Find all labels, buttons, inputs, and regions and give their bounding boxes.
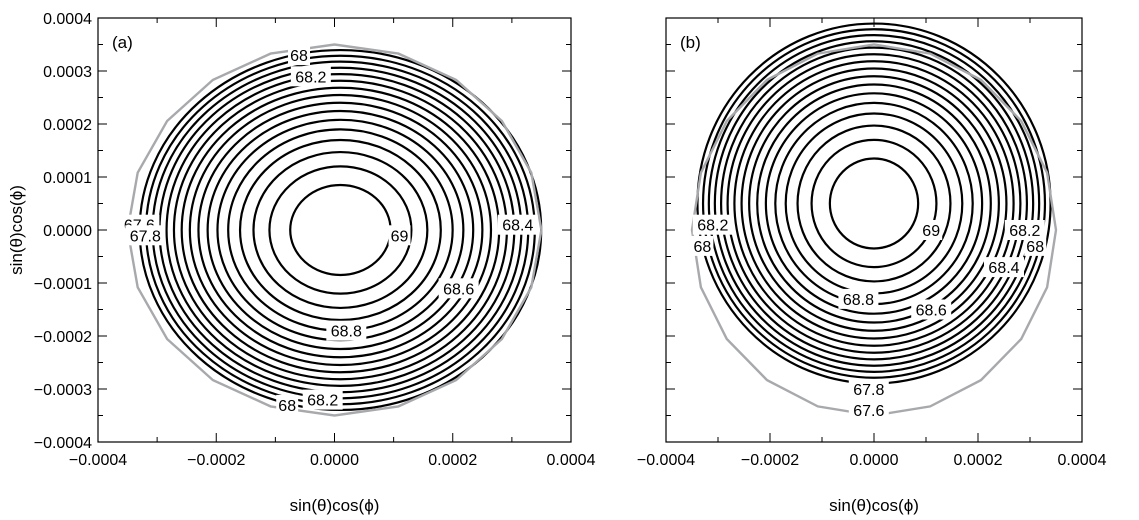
- contour-label-bg: [848, 379, 889, 399]
- x-tick-label: −0.0002: [187, 452, 245, 469]
- contour-label-bg: [125, 225, 166, 246]
- contour-line-67-6: [696, 22, 1052, 385]
- x-tick-label: 0.0002: [428, 452, 477, 469]
- contour-line-68-4: [197, 101, 484, 359]
- contour-line-68-5: [206, 109, 475, 351]
- y-tick-label: −0.0003: [34, 382, 92, 399]
- contour-line-67-9: [713, 40, 1035, 367]
- contour-label: 68.6: [916, 303, 947, 320]
- contour-line-68-3: [740, 67, 1008, 340]
- x-tick-label: −0.0004: [69, 452, 127, 469]
- contour-line-69: [268, 165, 413, 295]
- contour-label-bg: [276, 394, 299, 415]
- contour-label: 68.8: [331, 324, 362, 341]
- contour-label: 69: [922, 223, 940, 240]
- contour-line-68-7: [774, 101, 974, 306]
- contour-label: 68.4: [502, 218, 533, 235]
- contour-label: 68.8: [843, 292, 874, 309]
- contour-line-69-1: [289, 183, 392, 277]
- contour-label-bg: [692, 214, 733, 235]
- y-axis-label: sin(θ)cos(ϕ): [7, 185, 26, 275]
- contour-label: 67.8: [130, 228, 161, 245]
- x-tick-label: 0.0000: [850, 452, 899, 469]
- contour-line-68-4: [748, 75, 1000, 332]
- contour-line-68-8: [238, 138, 442, 322]
- contour-label-bg: [1004, 220, 1045, 240]
- contour-label-bg: [838, 288, 879, 309]
- contour-line-68-3: [188, 93, 493, 367]
- contour-line-68-1: [726, 53, 1022, 354]
- y-tick-label: −0.0004: [34, 435, 92, 452]
- contour-label-bg: [920, 220, 943, 240]
- contour-label: 68.2: [307, 393, 338, 410]
- chart-panel-a: 6868.267.667.868.46968.668.868.268−0.000…: [7, 11, 596, 515]
- contour-label-bg: [691, 235, 714, 256]
- contour-label: 67.8: [853, 382, 884, 399]
- contour-label-bg: [984, 257, 1024, 278]
- contour-label-bg: [1024, 235, 1047, 256]
- y-tick-label: 0.0001: [43, 170, 92, 187]
- contour-line-67-7: [701, 28, 1047, 379]
- contour-line-68-2: [733, 60, 1015, 347]
- contour-line-69: [810, 138, 938, 269]
- y-tick-label: −0.0002: [34, 329, 92, 346]
- contour-line-69-1: [828, 157, 920, 250]
- contour-label-bg: [497, 214, 538, 235]
- panel-label: (a): [112, 33, 133, 52]
- contour-label-bg: [326, 320, 367, 341]
- contour-line-68-9: [796, 124, 952, 283]
- x-tick-label: 0.0002: [954, 452, 1003, 469]
- y-tick-label: 0.0003: [43, 64, 92, 81]
- contour-label: 67.6: [853, 403, 884, 420]
- x-axis-label: sin(θ)cos(ϕ): [290, 496, 380, 515]
- contour-line-67-9: [158, 66, 523, 394]
- x-tick-label: 0.0000: [310, 452, 359, 469]
- y-tick-label: 0.0000: [43, 223, 92, 240]
- contour-label: 68: [1026, 239, 1044, 256]
- contour-line-67-8: [151, 60, 530, 400]
- y-tick-label: −0.0001: [34, 276, 92, 293]
- contour-label: 68: [278, 398, 296, 415]
- y-tick-label: 0.0002: [43, 117, 92, 134]
- contour-line-68-5: [756, 83, 992, 324]
- contour-label: 69: [391, 228, 409, 245]
- contour-label: 68.2: [697, 218, 728, 235]
- contour-label-bg: [290, 66, 331, 87]
- contour-label-bg: [438, 278, 479, 299]
- x-tick-label: 0.0004: [547, 452, 596, 469]
- contour-label-bg: [911, 299, 952, 320]
- domain-boundary: [690, 43, 1058, 417]
- contour-line-68-9: [252, 150, 429, 310]
- contour-label: 68.4: [988, 260, 1019, 277]
- contour-label: 68.2: [1009, 223, 1040, 240]
- x-axis-label: sin(θ)cos(ϕ): [829, 496, 919, 515]
- y-tick-label: 0.0004: [43, 11, 92, 28]
- contour-line-68-7: [227, 128, 454, 332]
- contour-line-68: [719, 46, 1029, 361]
- contour-line-67-8: [707, 34, 1041, 373]
- contour-label-bg: [302, 389, 343, 410]
- x-tick-label: 0.0004: [1058, 452, 1107, 469]
- contour-label-bg: [848, 400, 889, 421]
- x-tick-label: −0.0002: [741, 452, 799, 469]
- contour-label-bg: [388, 225, 411, 246]
- contour-label: 68.2: [295, 69, 326, 86]
- contour-label: 68: [694, 239, 712, 256]
- contour-label: 68.6: [443, 281, 474, 298]
- x-tick-label: −0.0004: [637, 452, 695, 469]
- contour-line-67-7: [144, 54, 536, 406]
- contour-line-67-6: [138, 48, 543, 412]
- contour-label-bg: [288, 45, 311, 66]
- contour-label: 68: [290, 48, 308, 65]
- panel-label: (b): [680, 33, 701, 52]
- contour-line-68-6: [764, 92, 984, 315]
